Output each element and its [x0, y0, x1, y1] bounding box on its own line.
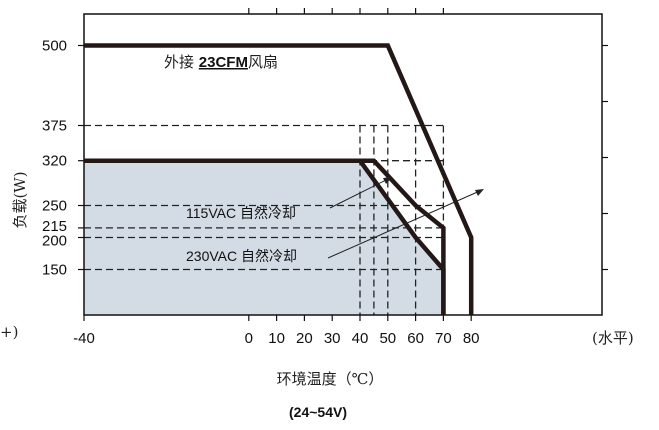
x-tick-label: 0	[245, 330, 253, 347]
arrowhead-115vac	[383, 177, 392, 184]
y-unit-fragment: +)	[0, 323, 18, 341]
annotation-230vac: 230VAC 自然冷却	[186, 248, 297, 264]
series-layer	[84, 43, 484, 315]
x-unit-label: (水平)	[592, 329, 634, 347]
y-axis-label: 负载(W)	[11, 171, 29, 228]
x-tick-label: 50	[379, 330, 396, 347]
fan-annotation-prefix: 外接	[164, 53, 199, 71]
x-tick-label: -40	[73, 330, 95, 347]
y-tick-label: 200	[42, 233, 67, 250]
arrow-230vac	[327, 189, 483, 259]
arrowhead-230vac	[475, 189, 484, 196]
x-tick-label: 20	[296, 330, 313, 347]
x-tick-label: 60	[407, 330, 424, 347]
y-tick-label: 250	[42, 198, 67, 215]
series-line-2	[84, 158, 446, 315]
series-line-0	[84, 43, 474, 315]
x-axis-label: 环境温度（℃）	[277, 370, 384, 388]
y-tick-label: 215	[42, 218, 67, 235]
y-tick-label: 320	[42, 153, 67, 170]
plot-frame	[83, 13, 603, 316]
annotation-115vac: 115VAC 自然冷却	[186, 205, 296, 221]
x-tick-label: 40	[352, 330, 369, 347]
fan-annotation-cfm: 23CFM	[199, 54, 248, 71]
chart-subtitle: (24~54V)	[289, 404, 347, 420]
y-tick-label: 150	[42, 262, 67, 279]
y-tick-label: 500	[42, 38, 67, 55]
x-tick-label: 80	[463, 330, 480, 347]
x-tick-label: 10	[268, 330, 285, 347]
arrow-115vac	[329, 177, 391, 209]
x-tick-label: 70	[435, 330, 452, 347]
x-tick-label: 30	[324, 330, 341, 347]
fan-annotation-suffix: 风扇	[248, 53, 278, 71]
fan-annotation: 外接 23CFM风扇	[164, 53, 278, 71]
plot-frame-layer	[83, 13, 603, 316]
y-tick-label: 375	[42, 118, 67, 135]
